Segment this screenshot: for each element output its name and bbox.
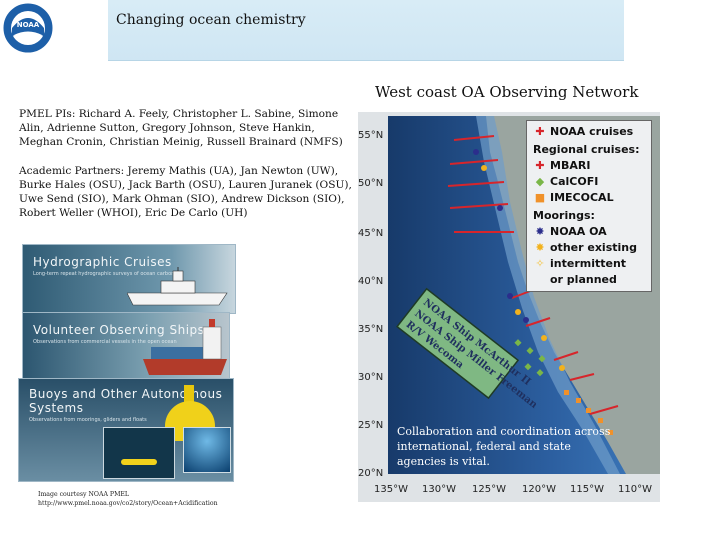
- star-icon: ✸: [535, 241, 545, 254]
- lat-label: 30°N: [358, 372, 384, 383]
- star-icon: ✸: [535, 225, 545, 238]
- glider-photo: [103, 427, 175, 479]
- buoys-autonomous-systems-panel: Buoys and Other Autonomous Systems Obser…: [18, 378, 234, 482]
- plus-icon: ✚: [535, 125, 545, 138]
- section-title: West coast OA Observing Network: [375, 83, 639, 101]
- diamond-icon: ◆: [535, 175, 545, 188]
- panel-subtitle: Observations from commercial vessels in …: [33, 339, 177, 345]
- panel-subtitle: Observations from moorings, gliders and …: [29, 417, 147, 423]
- noaa-oa-moorings: [473, 149, 529, 323]
- noaa-cruise-tracks: [447, 135, 619, 415]
- legend-label: IMECOCAL: [550, 191, 614, 204]
- legend-moorings: Moorings:: [533, 209, 595, 222]
- title-bar: [108, 0, 624, 61]
- logo-text: NOAA: [17, 21, 40, 29]
- noaa-logo-icon: NOAA: [2, 2, 54, 54]
- underwater-photo: [183, 427, 231, 473]
- legend-noaa-cruises: ✚ NOAA cruises: [533, 125, 633, 138]
- hydrographic-cruises-panel: Hydrographic Cruises Long-term repeat hy…: [22, 244, 236, 314]
- panel-title: Volunteer Observing Ships: [33, 323, 205, 337]
- lat-label: 35°N: [358, 324, 384, 335]
- legend-heading: Regional cruises:: [533, 143, 640, 156]
- lon-label: 130°W: [422, 484, 456, 495]
- lon-label: 135°W: [374, 484, 408, 495]
- legend-label: intermittent: [550, 257, 627, 270]
- volunteer-observing-ships-panel: Volunteer Observing Ships Observations f…: [22, 312, 230, 380]
- lat-label: 40°N: [358, 276, 384, 287]
- legend-label: or planned: [550, 273, 617, 286]
- buoy-mast: [184, 385, 194, 405]
- legend-regional-cruises: Regional cruises:: [533, 143, 640, 156]
- imecocal-stations: [564, 390, 613, 435]
- panel-title: Hydrographic Cruises: [33, 255, 172, 269]
- legend-heading: Moorings:: [533, 209, 595, 222]
- legend-noaa-oa: ✸ NOAA OA: [533, 225, 607, 238]
- lat-label: 20°N: [358, 468, 384, 479]
- panel-title: Buoys and Other Autonomous Systems: [29, 387, 223, 415]
- lon-label: 115°W: [570, 484, 604, 495]
- academic-partners-text: Academic Partners: Jeremy Mathis (UA), J…: [19, 165, 352, 219]
- glider-icon: [121, 459, 157, 465]
- map-legend: ✚ NOAA cruises Regional cruises: ✚ MBARI ◆…: [526, 120, 652, 292]
- legend-or-planned: or planned: [550, 273, 617, 286]
- square-icon: ■: [534, 191, 546, 204]
- credit-line: Image courtesy NOAA PMEL: [38, 491, 130, 498]
- credit-url: http://www.pmel.noaa.gov/co2/story/Ocean…: [38, 500, 218, 507]
- map-caption: Collaboration and coordination across in…: [397, 425, 611, 468]
- legend-label: NOAA cruises: [550, 125, 634, 138]
- lat-label: 50°N: [358, 178, 384, 189]
- legend-intermittent: ✧ intermittent: [533, 257, 626, 270]
- page-title: Changing ocean chemistry: [116, 12, 306, 28]
- legend-other-existing: ✸ other existing: [533, 241, 637, 254]
- legend-mbari: ✚ MBARI: [533, 159, 590, 172]
- lat-label: 55°N: [358, 130, 384, 141]
- lon-label: 120°W: [522, 484, 556, 495]
- lat-label: 45°N: [358, 228, 384, 239]
- pmel-pis-text: PMEL PIs: Richard A. Feely, Christopher …: [19, 108, 343, 148]
- calcofi-stations: [514, 339, 546, 377]
- shelf: [476, 116, 620, 474]
- legend-label: NOAA OA: [550, 225, 607, 238]
- image-credit: Image courtesy NOAA PMEL http://www.pmel…: [38, 490, 218, 508]
- legend-label: CalCOFI: [550, 175, 599, 188]
- lon-label: 125°W: [472, 484, 506, 495]
- research-ship-icon: [127, 267, 228, 306]
- legend-label: MBARI: [550, 159, 591, 172]
- lon-label: 110°W: [618, 484, 652, 495]
- legend-calcofi: ◆ CalCOFI: [533, 175, 599, 188]
- plus-icon: ✚: [535, 159, 545, 172]
- legend-imecocal: ■ IMECOCAL: [533, 191, 614, 204]
- oa-network-map: NOAA Ship McArthur II NOAA Ship Miller F…: [358, 112, 660, 502]
- cargo-ship-icon: [143, 319, 227, 375]
- panel-subtitle: Long-term repeat hydrographic surveys of…: [33, 271, 175, 277]
- other-moorings: [481, 165, 565, 371]
- legend-label: other existing: [550, 241, 637, 254]
- star-outline-icon: ✧: [535, 257, 545, 270]
- lat-label: 25°N: [358, 420, 384, 431]
